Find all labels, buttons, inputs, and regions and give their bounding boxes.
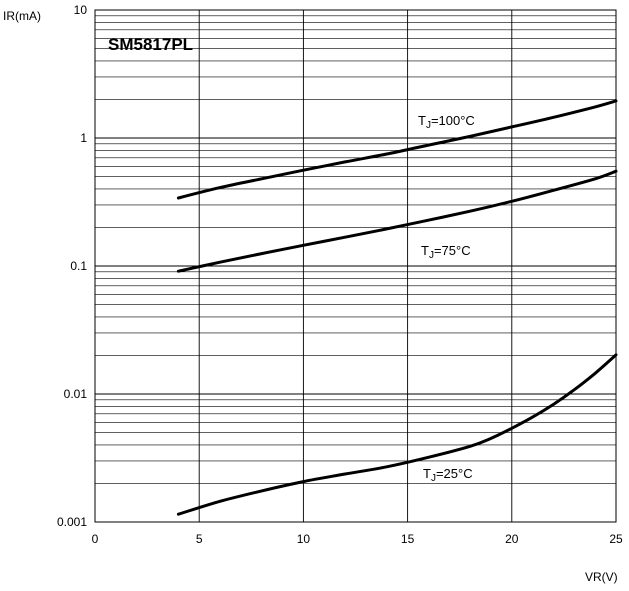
series-line-2 (176, 353, 618, 516)
series-label-75c-t: T (421, 243, 429, 258)
x-tick-label: 0 (92, 532, 99, 546)
series-label-25c-t: T (423, 466, 431, 481)
series-line-0 (176, 99, 618, 200)
series-label-100c-t: T (418, 113, 426, 128)
x-tick-label: 20 (505, 532, 519, 546)
series-label-75c-sub: J (429, 250, 434, 261)
curves (176, 99, 618, 516)
tick-labels: 0 5 10 15 20 25 10 1 0.1 0.01 0.001 (57, 3, 623, 546)
y-tick-label: 0.1 (70, 259, 87, 273)
y-tick-label: 1 (80, 131, 87, 145)
series-label-25c-sub: J (431, 473, 436, 484)
x-tick-label: 15 (401, 532, 415, 546)
y-axis-label: IR(mA) (3, 9, 41, 23)
y-tick-label: 10 (74, 3, 88, 17)
series-label-75c-rest: =75°C (434, 243, 471, 258)
series-label-100c-rest: =100°C (431, 113, 475, 128)
plot-frame (94, 9, 617, 523)
series-label-100c: TJ=100°C (418, 113, 475, 131)
series-label-75c: TJ=75°C (421, 243, 471, 261)
x-tick-label: 25 (609, 532, 623, 546)
x-tick-label: 10 (297, 532, 311, 546)
series-label-100c-sub: J (426, 120, 431, 131)
series-label-25c: TJ=25°C (423, 466, 473, 484)
chart-title: SM5817PL (108, 35, 193, 54)
grid (95, 10, 616, 522)
series-line-1 (176, 169, 618, 273)
x-tick-label: 5 (196, 532, 203, 546)
y-tick-label: 0.001 (57, 515, 87, 529)
x-axis-label: VR(V) (585, 570, 618, 584)
y-tick-label: 0.01 (64, 387, 88, 401)
series-label-25c-rest: =25°C (436, 466, 473, 481)
